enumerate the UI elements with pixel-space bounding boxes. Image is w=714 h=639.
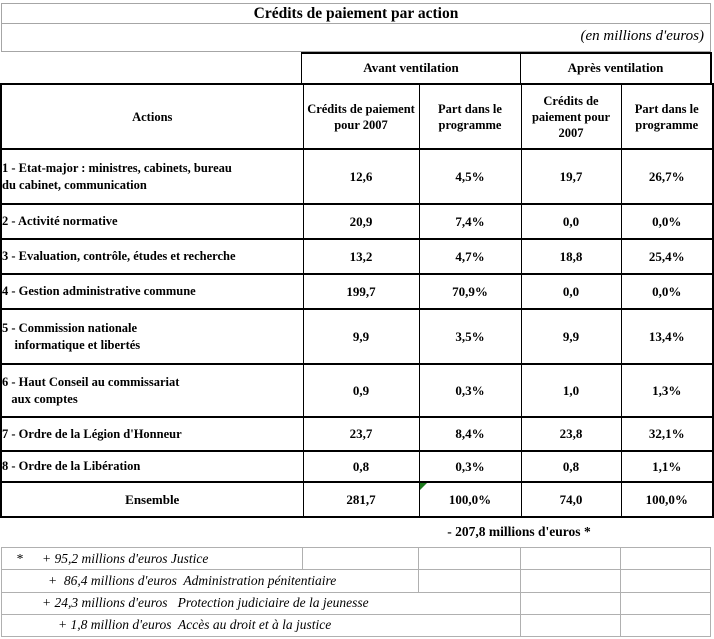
ventilation-group-header: Avant ventilation Après ventilation (301, 52, 712, 83)
grid-line (620, 548, 621, 637)
apres-credits-cell: 23,8 (520, 416, 622, 452)
avant-credits-cell: 9,9 (302, 308, 420, 365)
table-row: 8 - Ordre de la Libération 0,8 0,3% 0,8 … (0, 450, 714, 483)
group-header-apres-ventilation: Après ventilation (567, 60, 664, 75)
grid-line (302, 548, 303, 570)
footnote-row: * + 95,2 millions d'euros Justice (2, 548, 710, 571)
apres-part-cell: 1,3% (620, 363, 714, 418)
apres-part-cell: 25,4% (620, 238, 714, 275)
col-header-avant-credits-2007: Crédits de paiement pour 2007 (302, 83, 420, 150)
avant-part-cell: 8,4% (418, 416, 522, 452)
page-title: Crédits de paiement par action (1, 3, 711, 24)
apres-part-cell: 0,0% (620, 203, 714, 240)
avant-credits-cell: 0,9 (302, 363, 420, 418)
total-avant-part-value: 100,0% (448, 491, 492, 507)
units-note: (en millions d'euros) (1, 23, 711, 52)
footnote-row: + 86,4 millions d'euros Administration p… (2, 570, 710, 593)
grid-line (520, 548, 521, 637)
total-avant-part-cell: 100,0% (418, 481, 522, 518)
apres-credits-cell: 0,8 (520, 450, 622, 483)
avant-part-cell: 70,9% (418, 273, 522, 310)
avant-part-cell: 7,4% (418, 203, 522, 240)
table-row: 3 - Evaluation, contrôle, études et rech… (0, 238, 714, 275)
action-label-cell: 6 - Haut Conseil au commissariat aux com… (0, 363, 304, 418)
table-row: 2 - Activité normative 20,9 7,4% 0,0 0,0… (0, 203, 714, 240)
action-label-cell: 3 - Evaluation, contrôle, études et rech… (0, 238, 304, 275)
col-header-actions: Actions (0, 83, 304, 150)
apres-part-cell: 32,1% (620, 416, 714, 452)
apres-credits-cell: 9,9 (520, 308, 622, 365)
apres-part-cell: 0,0% (620, 273, 714, 310)
avant-credits-cell: 0,8 (302, 450, 420, 483)
avant-credits-cell: 13,2 (302, 238, 420, 275)
avant-credits-cell: 199,7 (302, 273, 420, 310)
action-label-cell: 5 - Commission nationale informatique et… (0, 308, 304, 365)
footnote-text: + 1,8 million d'euros Accès au droit et … (58, 617, 332, 633)
avant-credits-cell: 20,9 (302, 203, 420, 240)
avant-credits-cell: 12,6 (302, 148, 420, 205)
action-label-cell: 4 - Gestion administrative commune (0, 273, 304, 310)
table-row: 4 - Gestion administrative commune 199,7… (0, 273, 714, 310)
group-header-avant-ventilation: Avant ventilation (302, 54, 521, 83)
col-header-apres-part-programme: Part dans le programme (620, 83, 714, 150)
col-header-avant-part-programme: Part dans le programme (418, 83, 522, 150)
footnote-text: + 24,3 millions d'euros Protection judic… (42, 595, 369, 611)
footnote-text: + 95,2 millions d'euros Justice (42, 550, 209, 566)
footnote-row: + 24,3 millions d'euros Protection judic… (2, 593, 710, 615)
apres-credits-cell: 1,0 (520, 363, 622, 418)
footnote-text: + 86,4 millions d'euros Administration p… (48, 572, 337, 588)
action-label-cell: 1 - Etat-major : ministres, cabinets, bu… (0, 148, 304, 205)
total-apres-credits-cell: 74,0 (520, 481, 622, 518)
apres-part-cell: 13,4% (620, 308, 714, 365)
apres-credits-cell: 0,0 (520, 273, 622, 310)
avant-part-cell: 4,5% (418, 148, 522, 205)
apres-part-cell: 1,1% (620, 450, 714, 483)
total-apres-part-cell: 100,0% (620, 481, 714, 518)
apres-credits-cell: 0,0 (520, 203, 622, 240)
cell-flag-icon (420, 484, 427, 490)
action-label-cell: 8 - Ordre de la Libération (0, 450, 304, 483)
footnote-asterisk: * (16, 550, 23, 566)
table-row: 5 - Commission nationale informatique et… (0, 308, 714, 365)
apres-part-cell: 26,7% (620, 148, 714, 205)
table-row: 6 - Haut Conseil au commissariat aux com… (0, 363, 714, 418)
grid-line (418, 548, 419, 592)
ventilation-adjustment-note: - 207,8 millions d'euros * (447, 524, 591, 539)
avant-part-cell: 0,3% (418, 363, 522, 418)
table-row: 7 - Ordre de la Légion d'Honneur 23,7 8,… (0, 416, 714, 452)
credits-table: Actions Crédits de paiement pour 2007 Pa… (0, 83, 714, 518)
avant-part-cell: 4,7% (418, 238, 522, 275)
total-row: Ensemble 281,7 100,0% 74,0 100,0% (0, 481, 714, 518)
avant-part-cell: 0,3% (418, 450, 522, 483)
col-header-apres-credits-2007: Crédits de paiement pour 2007 (520, 83, 622, 150)
table-row: 1 - Etat-major : ministres, cabinets, bu… (0, 148, 714, 205)
column-header-row: Actions Crédits de paiement pour 2007 Pa… (0, 83, 714, 150)
apres-credits-cell: 18,8 (520, 238, 622, 275)
total-avant-credits-cell: 281,7 (302, 481, 420, 518)
apres-credits-cell: 19,7 (520, 148, 622, 205)
total-label-cell: Ensemble (0, 481, 304, 518)
avant-part-cell: 3,5% (418, 308, 522, 365)
action-label-cell: 7 - Ordre de la Légion d'Honneur (0, 416, 304, 452)
avant-credits-cell: 23,7 (302, 416, 420, 452)
footnote-row: + 1,8 million d'euros Accès au droit et … (2, 615, 710, 637)
footnotes-block: * + 95,2 millions d'euros Justice + 86,4 … (1, 547, 711, 637)
action-label-cell: 2 - Activité normative (0, 203, 304, 240)
